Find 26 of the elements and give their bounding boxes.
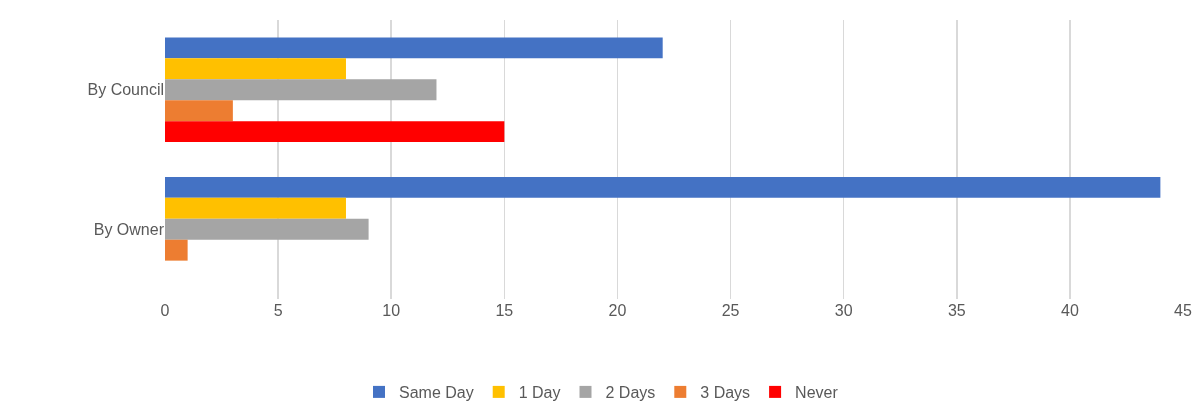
y-tick-label: By Owner	[93, 220, 165, 238]
legend-label: 2 Days	[605, 384, 656, 402]
bar	[165, 218, 369, 240]
bar	[165, 176, 1161, 198]
x-tick-label: 25	[721, 302, 740, 319]
bar	[165, 37, 663, 59]
x-tick-label: 20	[608, 302, 627, 319]
bar	[165, 100, 233, 122]
x-tick-label: 5	[273, 302, 283, 319]
legend-label: Never	[795, 384, 839, 402]
y-tick-label: By Council	[87, 81, 164, 99]
legend-label: 3 Days	[700, 384, 751, 402]
x-tick-label: 40	[1060, 302, 1079, 319]
legend-label: Same Day	[399, 384, 474, 402]
bar	[165, 239, 188, 261]
bar	[165, 58, 346, 80]
x-tick-label: 15	[495, 302, 514, 319]
x-tick-label: 45	[1174, 302, 1192, 319]
bar	[165, 79, 437, 101]
bar	[165, 121, 505, 143]
x-tick-label: 0	[160, 302, 170, 319]
legend-label: 1 Day	[518, 384, 561, 402]
bar	[165, 197, 346, 219]
x-tick-label: 30	[834, 302, 853, 319]
x-tick-label: 10	[382, 302, 401, 319]
x-tick-label: 35	[947, 302, 966, 319]
